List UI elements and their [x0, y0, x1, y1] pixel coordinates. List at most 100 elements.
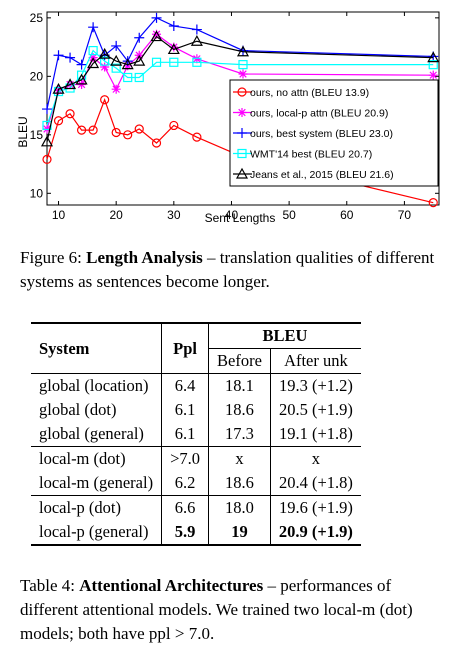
x-tick-label: 10 [52, 208, 66, 222]
cell-after: x [269, 446, 361, 471]
legend-swatch-marker [237, 87, 247, 97]
cell-system: global (dot) [39, 400, 117, 419]
cell-ppl: 6.6 [161, 495, 209, 520]
cell-ppl: 5.9 [161, 520, 209, 546]
x-tick-label: 70 [398, 208, 412, 222]
data-point [152, 29, 162, 39]
table-caption: Table 4: Attentional Architectures – per… [20, 574, 440, 646]
figure-caption-prefix: Figure 6: [20, 248, 87, 267]
data-point [76, 125, 87, 135]
cell-after: 19.6 (+1.9) [269, 495, 361, 520]
cell-system: global (location) [31, 373, 162, 398]
data-point [111, 40, 122, 51]
results-table: System Ppl BLEU Before After unk global … [31, 322, 361, 546]
table-body: global (location) 6.4 18.1 19.3 (+1.2) globa… [31, 373, 361, 546]
series-4 [40, 30, 440, 147]
cell-before: x [208, 446, 271, 471]
y-tick-label: 15 [30, 128, 44, 142]
legend: ours, no attn (BLEU 13.9) ours, local-p a… [229, 79, 439, 187]
y-tick-label: 20 [30, 69, 44, 83]
data-point [238, 69, 248, 79]
figure-caption: Figure 6: Length Analysis – translation … [20, 246, 440, 294]
x-axis-label: Sent Lengths [205, 211, 276, 225]
series-2 [42, 12, 439, 115]
data-point [121, 58, 134, 70]
cell-ppl: 6.1 [161, 398, 209, 422]
table-row: global (location) 6.4 18.1 19.3 (+1.2) [31, 373, 361, 398]
cell-before: 18.6 [208, 471, 271, 496]
legend-swatch-marker [237, 148, 247, 159]
data-point [40, 135, 54, 147]
data-point [100, 56, 110, 66]
data-point [428, 60, 438, 70]
data-point [151, 138, 162, 148]
data-point [427, 51, 440, 63]
x-tick-label: 60 [340, 208, 354, 222]
axis-ticks: 10 20 30 40 50 60 70 10 15 20 25 [30, 11, 439, 222]
legend-swatch-marker [235, 167, 249, 179]
data-point [111, 84, 121, 94]
legend-label: ours, local-p attn (BLEU 20.9) [250, 108, 388, 120]
data-point [168, 21, 179, 32]
data-point [65, 109, 75, 119]
data-point [110, 54, 123, 66]
bleu-length-chart: 10 20 30 40 50 60 70 10 15 20 25 ours, no attn (BL… [16, 11, 440, 225]
data-point [123, 72, 133, 83]
cell-before: 17.3 [208, 422, 271, 447]
data-point [151, 12, 162, 23]
data-point [42, 154, 52, 164]
data-point [191, 24, 202, 35]
x-tick-label: 20 [109, 208, 123, 222]
cell-ppl: >7.0 [161, 446, 209, 471]
cell-before: 18.1 [208, 373, 271, 398]
series-layer [40, 12, 440, 208]
legend-box [229, 79, 439, 187]
data-point [111, 63, 121, 73]
x-tick-label: 30 [167, 208, 181, 222]
cell-ppl: 6.1 [161, 422, 209, 447]
cell-after: 19.3 (+1.2) [269, 373, 361, 398]
data-point [134, 124, 144, 134]
figure-caption-text: – translation qualities of different sys… [20, 248, 435, 291]
data-point [192, 57, 202, 67]
header-bleu: BLEU [207, 322, 361, 349]
legend-swatch-marker [237, 108, 247, 117]
data-point [190, 35, 203, 46]
data-point [98, 47, 111, 59]
data-point [100, 95, 110, 105]
series-3 [42, 45, 438, 131]
figure-caption-bold: Length Analysis [86, 248, 203, 267]
cell-after: 20.4 (+1.8) [269, 471, 361, 496]
cell-before: 19 [208, 520, 271, 546]
series-0 [42, 95, 438, 208]
legend-label: ours, no attn (BLEU 13.9) [250, 87, 369, 99]
table-row: global (general) 6.1 17.3 19.1 (+1.8) [31, 422, 361, 447]
data-point [88, 22, 99, 33]
data-point [88, 125, 98, 135]
data-point [111, 127, 121, 138]
cell-system: global (general) [39, 424, 144, 443]
cell-after: 20.9 (+1.9) [269, 520, 361, 546]
data-point [76, 59, 87, 70]
header-ppl: Ppl [161, 322, 209, 374]
x-tick-label: 40 [225, 208, 239, 222]
data-point [150, 30, 163, 42]
data-point [53, 116, 64, 126]
table-row: local-p (dot) 6.6 18.0 19.6 (+1.9) [31, 495, 361, 520]
data-point [42, 104, 52, 115]
data-point [123, 130, 133, 140]
data-point [238, 60, 248, 70]
data-point [77, 80, 87, 90]
cell-ppl: 6.4 [161, 373, 209, 398]
data-point [53, 50, 64, 61]
y-tick-label: 10 [30, 186, 44, 200]
data-point [64, 78, 77, 90]
cell-before: 18.0 [208, 495, 271, 520]
data-point [133, 54, 146, 66]
data-point [87, 57, 100, 69]
header-system: System [31, 322, 162, 374]
data-point [65, 52, 76, 63]
x-tick-label: 50 [282, 208, 296, 222]
table-caption-text: – performances of different attentional … [20, 576, 413, 643]
table-row: local-p (general) 5.9 19 20.9 (+1.9) [31, 520, 361, 546]
